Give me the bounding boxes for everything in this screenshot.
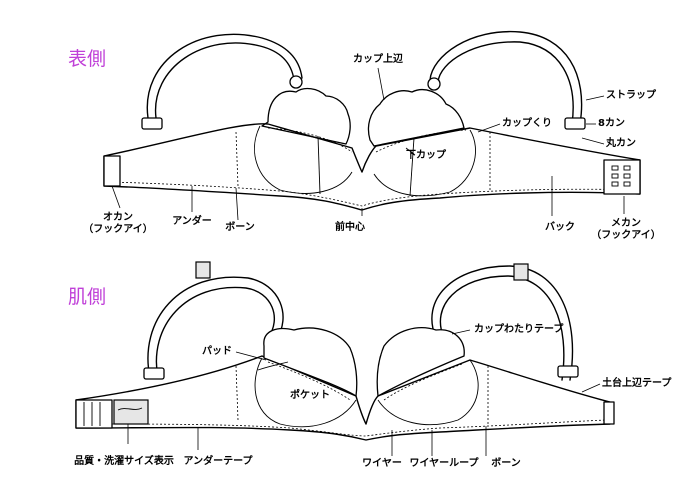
hook-eye-front (103, 155, 121, 187)
hook-inside (603, 401, 615, 425)
inside-leader-lines (127, 329, 601, 456)
front-side-title: 表側 (68, 48, 107, 70)
inside-eight-ring-right (557, 365, 579, 378)
label-hook-eye-sub: （フックアイ） (83, 224, 153, 235)
label-bone-inside: ボーン (491, 458, 521, 469)
inside-bra-drawing (75, 261, 615, 456)
label-back: バック (545, 222, 575, 233)
label-wire: ワイヤー (362, 458, 402, 469)
front-bra-drawing (103, 30, 641, 221)
quality-label-tag (113, 399, 149, 425)
label-cup-tape: カップわたりテープ (474, 324, 564, 335)
label-hook-female-main: メカン (611, 218, 641, 229)
label-under-tape: アンダーテープ (183, 456, 253, 467)
front-cup-lace-left (261, 87, 351, 145)
label-cup-seam: カップくり (502, 118, 552, 129)
hook-eye-inside (75, 399, 113, 429)
eight-ring-right (564, 117, 586, 130)
label-wire-loop: ワイヤーループ (409, 458, 479, 469)
label-hook-female: メカン （フックアイ） (591, 218, 661, 242)
eight-ring-left (141, 117, 163, 130)
front-strap-left (146, 33, 303, 119)
strap-pad-left (195, 261, 211, 279)
inside-cup-left (263, 327, 358, 397)
front-strap-right (429, 30, 583, 125)
inside-eight-ring-left (143, 367, 165, 380)
front-cup-lace-right (367, 89, 465, 147)
hook-rows (611, 165, 631, 187)
label-pad: パッド (202, 346, 232, 357)
label-hook-eye: オカン （フックアイ） (83, 212, 153, 236)
hook-eye-columns (83, 402, 101, 426)
inside-side-title: 肌側 (68, 286, 107, 308)
label-lower-cup: 下カップ (406, 150, 446, 161)
label-pocket: ポケット (290, 390, 330, 401)
inside-strap-left (147, 261, 284, 379)
inside-strap-right (431, 263, 574, 381)
label-under: アンダー (172, 216, 212, 227)
inside-cup-right (376, 327, 465, 397)
round-ring-right (427, 77, 441, 91)
strap-pad-right (513, 263, 529, 281)
label-hook-female-sub: （フックアイ） (591, 230, 661, 241)
label-quality: 品質・洗濯サイズ表示 (74, 456, 174, 467)
label-strap: ストラップ (606, 90, 656, 101)
label-hook-eye-main: オカン (103, 212, 133, 223)
label-round-ring: 丸カン (606, 138, 636, 149)
hook-female-front (603, 159, 641, 195)
label-band-top-tape: 土台上辺テープ (602, 378, 672, 389)
label-center-front: 前中心 (335, 222, 365, 233)
label-eight-ring: 8カン (598, 118, 625, 129)
label-cup-top-edge: カップ上辺 (353, 54, 403, 65)
round-ring-left (289, 75, 303, 89)
label-bone-front: ボーン (225, 222, 255, 233)
front-leader-lines (111, 67, 625, 221)
